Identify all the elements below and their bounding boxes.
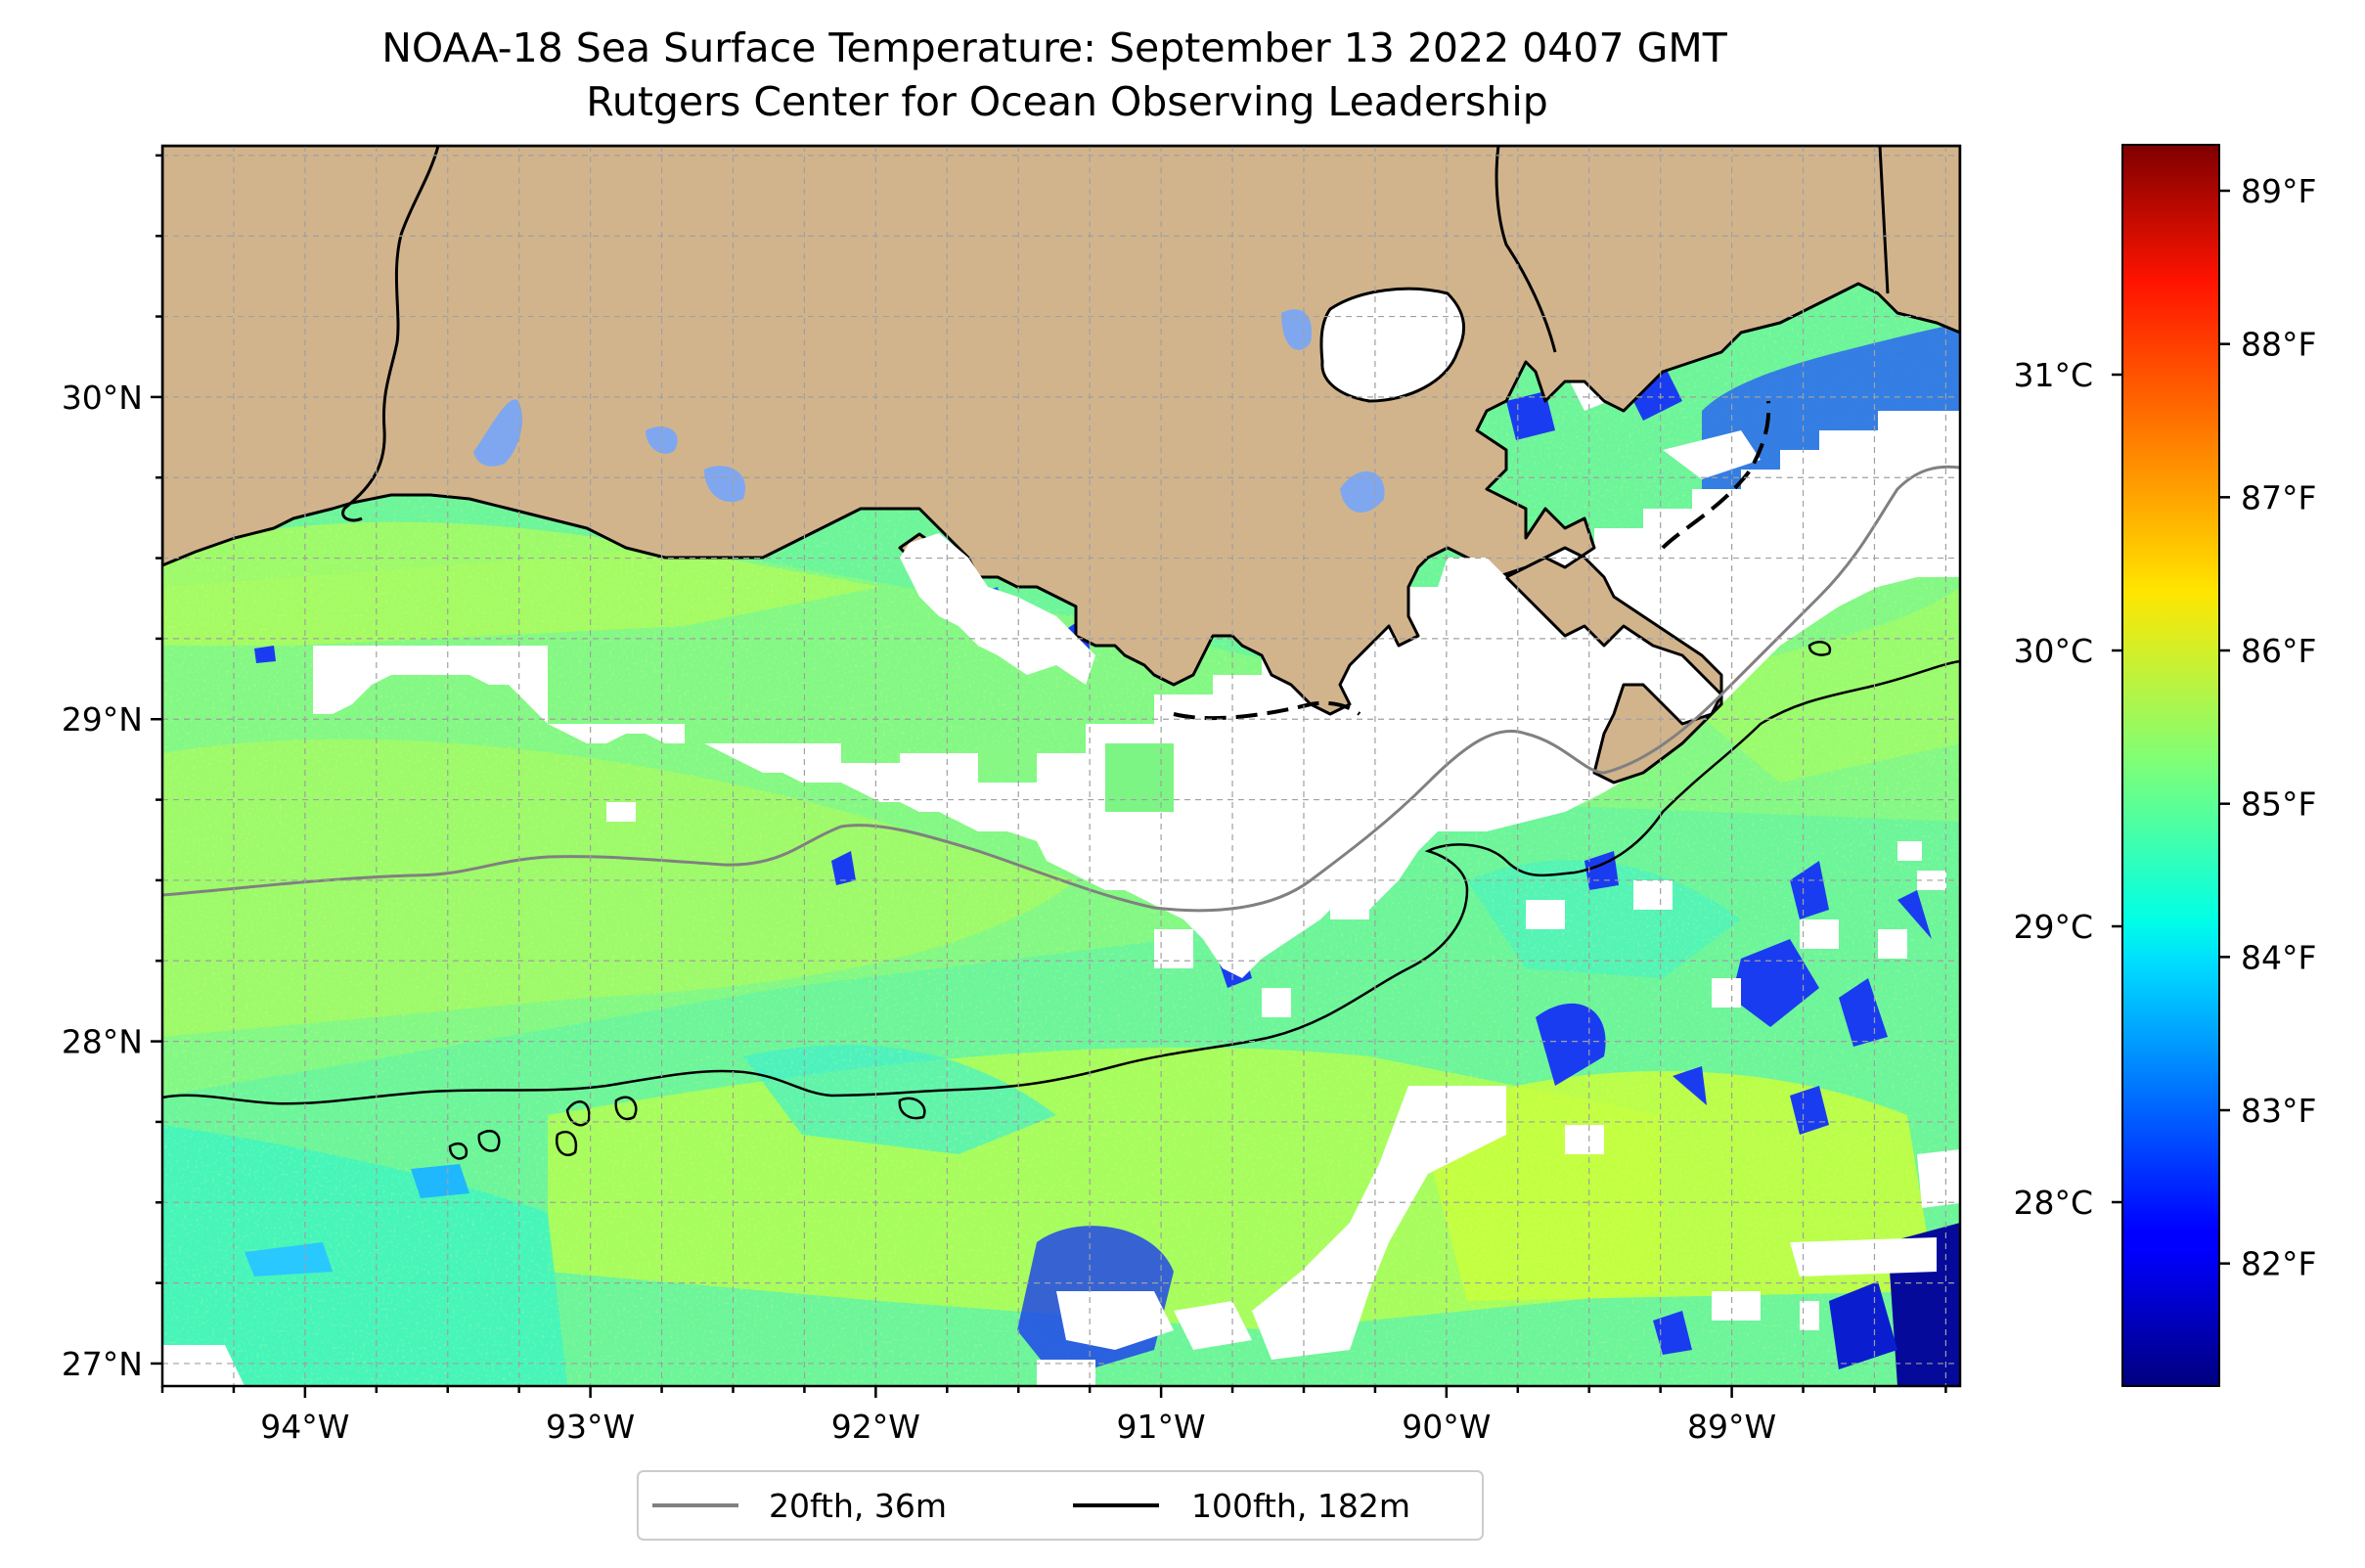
lon-tick-label: 89°W (1687, 1408, 1776, 1446)
lon-tick-label: 93°W (546, 1408, 635, 1446)
isobath-nearshore (1173, 400, 1771, 721)
lon-tick-label: 94°W (260, 1408, 349, 1446)
lon-tick-label: 91°W (1117, 1408, 1206, 1446)
isobath-100fth-islands (448, 641, 1832, 1160)
colorbar-f-label: 88°F (2241, 326, 2316, 364)
colorbar-f-label: 85°F (2241, 785, 2316, 824)
colorbar-f-label: 89°F (2241, 172, 2316, 210)
lon-axis: 94°W 93°W 92°W 91°W 90°W 89°W (260, 1408, 1776, 1446)
colorbar-c-label: 29°C (2013, 908, 2093, 946)
gridlines (161, 146, 1960, 1386)
lat-tick-label: 29°N (62, 700, 143, 739)
colorbar: 82°F 83°F 84°F 85°F 86°F 87°F 88°F 89°F 28°C 29°… (2013, 144, 2316, 1387)
colorbar-gradient (2121, 144, 2220, 1387)
bay-nodata (1438, 558, 1506, 606)
axis-ticks (151, 154, 1947, 1398)
map-area (162, 146, 1960, 1386)
colorbar-fahrenheit-axis: 82°F 83°F 84°F 85°F 86°F 87°F 88°F 89°F (2219, 172, 2316, 1283)
legend-box (637, 1470, 1484, 1541)
bay-nodata (900, 533, 1095, 685)
colorbar-celsius-axis: 28°C 29°C 30°C 31°C (2013, 356, 2122, 1222)
lon-tick-label: 90°W (1402, 1408, 1491, 1446)
colorbar-f-label: 86°F (2241, 632, 2316, 670)
isobath-20fth (162, 465, 1960, 913)
lat-tick-label: 28°N (62, 1023, 143, 1061)
colorbar-f-label: 87°F (2241, 478, 2316, 516)
lakes (473, 309, 1385, 513)
legend-label-20fth: 20fth, 36m (769, 1487, 947, 1525)
map-frame (160, 144, 1962, 1388)
lon-tick-label: 92°W (831, 1408, 920, 1446)
map-title: NOAA-18 Sea Surface Temperature: Septemb… (381, 24, 1727, 71)
colorbar-c-label: 28°C (2013, 1184, 2093, 1222)
legend: 20fth, 36m 100fth, 182m (637, 1470, 1484, 1541)
colorbar-f-label: 84°F (2241, 938, 2316, 976)
colorbar-f-label: 83°F (2241, 1092, 2316, 1130)
map-subtitle: Rutgers Center for Ocean Observing Leade… (586, 78, 1548, 125)
lat-tick-label: 30°N (62, 379, 143, 417)
lat-axis: 30°N 29°N 28°N 27°N (62, 379, 143, 1383)
isobath-100fth (162, 659, 1960, 1105)
state-borders (341, 146, 1890, 522)
colorbar-c-label: 31°C (2013, 356, 2093, 394)
colorbar-c-label: 30°C (2013, 632, 2093, 670)
colorbar-f-label: 82°F (2241, 1245, 2316, 1283)
legend-label-100fth: 100fth, 182m (1191, 1487, 1410, 1525)
lat-tick-label: 27°N (62, 1345, 143, 1383)
